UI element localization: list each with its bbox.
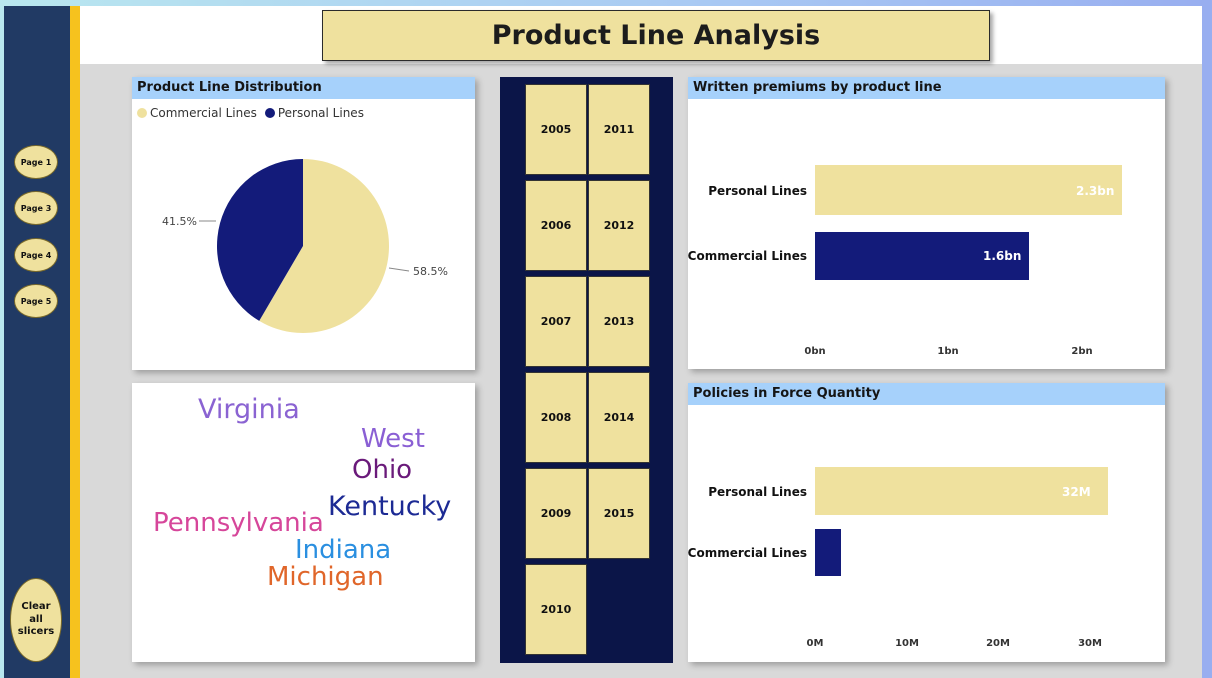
premiums-title: Written premiums by product line: [688, 77, 1165, 99]
policies-tick-1: 10M: [895, 638, 919, 649]
year-tile-2010[interactable]: 2010: [525, 564, 587, 655]
word-kentucky[interactable]: Kentucky: [328, 491, 452, 522]
word-pennsylvania[interactable]: Pennsylvania: [153, 508, 324, 538]
word-indiana[interactable]: Indiana: [295, 535, 392, 565]
policies-bar-commercial[interactable]: [815, 529, 841, 576]
year-tile-2011[interactable]: 2011: [588, 84, 650, 175]
distribution-title: Product Line Distribution: [132, 77, 475, 99]
premiums-tick-2: 2bn: [1071, 346, 1093, 357]
pie-slice-personal[interactable]: [217, 159, 303, 321]
year-tile-2009[interactable]: 2009: [525, 468, 587, 559]
year-tile-2005[interactable]: 2005: [525, 84, 587, 175]
premiums-card: Written premiums by product line Persona…: [688, 77, 1165, 369]
policies-label-commercial: Commercial Lines: [687, 546, 807, 560]
word-michigan[interactable]: Michigan: [267, 562, 384, 592]
word-ohio[interactable]: Ohio: [352, 455, 413, 485]
clear-slicers-button[interactable]: Clear all slicers: [10, 578, 62, 662]
pie-label-commercial: 58.5%: [413, 265, 448, 278]
year-tile-2008[interactable]: 2008: [525, 372, 587, 463]
policies-value-personal: 32M: [1062, 485, 1091, 499]
page-5-button[interactable]: Page 5: [14, 284, 58, 318]
premiums-label-personal: Personal Lines: [708, 184, 807, 198]
policies-tick-3: 30M: [1078, 638, 1102, 649]
year-tile-2014[interactable]: 2014: [588, 372, 650, 463]
premiums-tick-0: 0bn: [804, 346, 826, 357]
pie-label-personal: 41.5%: [162, 215, 197, 228]
premiums-bar-personal[interactable]: [815, 165, 1122, 215]
accent-strip: [70, 6, 80, 678]
page-title: Product Line Analysis: [322, 10, 990, 61]
premiums-value-personal: 2.3bn: [1076, 184, 1115, 198]
premiums-label-commercial: Commercial Lines: [687, 249, 807, 263]
word-virginia[interactable]: Virginia: [198, 394, 300, 425]
distribution-card: Product Line Distribution Commercial Lin…: [132, 77, 475, 370]
premiums-value-commercial: 1.6bn: [983, 249, 1022, 263]
nav-sidebar: [4, 6, 70, 678]
pie-chart: 41.5% 58.5%: [162, 159, 448, 333]
page-4-button[interactable]: Page 4: [14, 238, 58, 272]
legend-dot-personal: [264, 108, 275, 118]
policies-tick-0: 0M: [806, 638, 824, 649]
legend-item-commercial[interactable]: Commercial Lines: [137, 106, 257, 120]
year-tile-2012[interactable]: 2012: [588, 180, 650, 271]
policies-label-personal: Personal Lines: [708, 485, 807, 499]
legend-dot-commercial: [137, 108, 147, 118]
page-3-button[interactable]: Page 3: [14, 191, 58, 225]
year-tile-2015[interactable]: 2015: [588, 468, 650, 559]
policies-tick-2: 20M: [986, 638, 1010, 649]
year-tile-2013[interactable]: 2013: [588, 276, 650, 367]
policies-bar-personal[interactable]: [815, 467, 1108, 515]
premiums-tick-1: 1bn: [937, 346, 959, 357]
pie-leader-commercial: [388, 267, 410, 272]
pie-slice-commercial[interactable]: [259, 159, 389, 333]
year-tile-2007[interactable]: 2007: [525, 276, 587, 367]
legend-label-commercial: Commercial Lines: [150, 106, 257, 120]
policies-card: Policies in Force Quantity Personal Line…: [688, 383, 1165, 662]
year-tile-2006[interactable]: 2006: [525, 180, 587, 271]
distribution-legend: Commercial Lines Personal Lines: [137, 106, 368, 120]
legend-item-personal[interactable]: Personal Lines: [264, 106, 364, 120]
legend-label-personal: Personal Lines: [277, 106, 364, 120]
word-west[interactable]: West: [361, 424, 425, 454]
policies-title: Policies in Force Quantity: [688, 383, 1165, 405]
premiums-bar-commercial[interactable]: [815, 232, 1029, 280]
state-word-cloud: Virginia West Ohio Kentucky Pennsylvania…: [132, 383, 475, 662]
page-1-button[interactable]: Page 1: [14, 145, 58, 179]
